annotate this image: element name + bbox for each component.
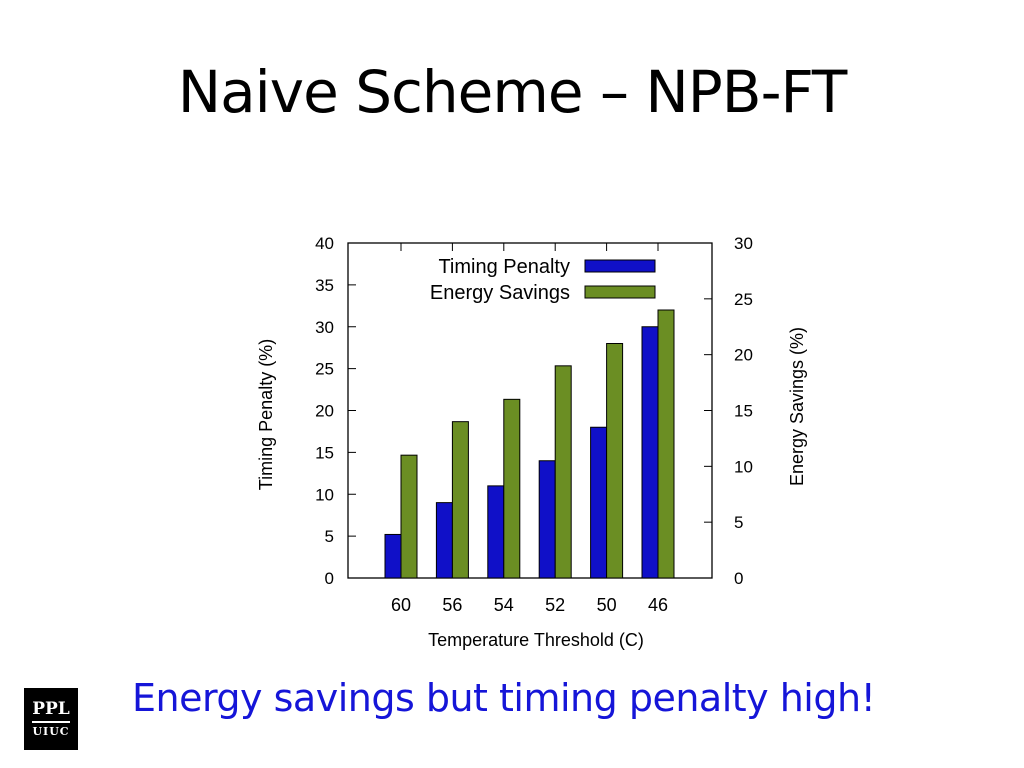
bar-timing-penalty xyxy=(641,326,659,579)
y2-tick-label: 30 xyxy=(734,234,753,253)
y2-tick-label: 15 xyxy=(734,402,753,421)
x-tick-label: 60 xyxy=(391,595,411,615)
bar-energy-savings xyxy=(451,421,469,579)
x-tick-label: 50 xyxy=(597,595,617,615)
bar-energy-savings xyxy=(400,454,418,579)
bar-energy-savings xyxy=(554,365,572,579)
y2-tick-label: 0 xyxy=(734,569,743,588)
bar-timing-penalty xyxy=(590,426,608,579)
logo-line-ppl: PPL xyxy=(32,699,70,723)
bar-energy-savings xyxy=(606,343,624,579)
legend-label: Energy Savings xyxy=(430,282,570,304)
y2-tick-label: 10 xyxy=(734,457,753,476)
legend-swatch xyxy=(584,259,656,273)
x-tick-label: 54 xyxy=(494,595,514,615)
x-tick-label: 52 xyxy=(545,595,565,615)
y-tick-label: 0 xyxy=(325,569,334,588)
bar-timing-penalty xyxy=(487,485,505,579)
bar-timing-penalty xyxy=(384,533,402,579)
y2-tick-label: 20 xyxy=(734,346,753,365)
slide-caption: Energy savings but timing penalty high! xyxy=(132,676,876,720)
y-tick-label: 25 xyxy=(315,360,334,379)
bar-timing-penalty xyxy=(538,460,556,579)
y2-tick-label: 25 xyxy=(734,290,753,309)
bar-timing-penalty xyxy=(435,502,453,579)
y-tick-label: 35 xyxy=(315,276,334,295)
y2-tick-label: 5 xyxy=(734,513,743,532)
slide-title: Naive Scheme – NPB-FT xyxy=(177,58,848,126)
legend-label: Timing Penalty xyxy=(438,256,570,278)
bar-energy-savings xyxy=(503,398,521,579)
y-tick-label: 20 xyxy=(315,402,334,421)
y-tick-label: 10 xyxy=(315,485,334,504)
x-axis-title: Temperature Threshold (C) xyxy=(428,630,644,650)
y-tick-label: 40 xyxy=(315,234,334,253)
y-axis-title: Timing Penalty (%) xyxy=(256,339,276,490)
y-tick-label: 30 xyxy=(315,318,334,337)
y-tick-label: 15 xyxy=(315,443,334,462)
x-tick-label: 46 xyxy=(648,595,668,615)
y-tick-label: 5 xyxy=(325,527,334,546)
legend-swatch xyxy=(584,285,656,299)
logo-line-uiuc: UIUC xyxy=(32,725,70,738)
y2-axis-title: Energy Savings (%) xyxy=(787,327,807,486)
x-tick-label: 56 xyxy=(442,595,462,615)
bar-energy-savings xyxy=(657,309,675,579)
ppl-uiuc-logo: PPL UIUC xyxy=(24,688,78,750)
